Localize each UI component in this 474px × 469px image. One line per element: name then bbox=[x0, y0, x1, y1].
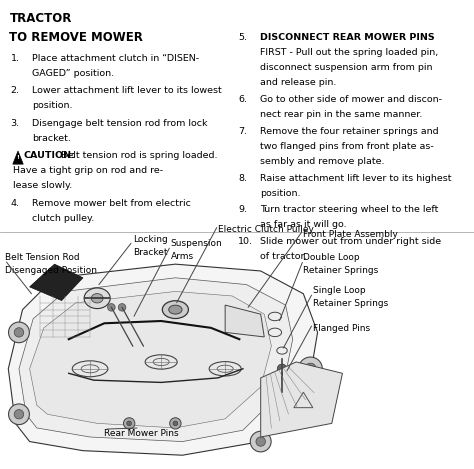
Text: FIRST - Pull out the spring loaded pin,: FIRST - Pull out the spring loaded pin, bbox=[260, 48, 438, 57]
Text: Raise attachment lift lever to its highest: Raise attachment lift lever to its highe… bbox=[260, 174, 451, 182]
Text: 8.: 8. bbox=[238, 174, 247, 182]
Text: Rear Mower Pins: Rear Mower Pins bbox=[104, 429, 179, 438]
Text: Belt Tension Rod: Belt Tension Rod bbox=[5, 253, 79, 262]
Circle shape bbox=[299, 357, 322, 380]
Text: TRACTOR: TRACTOR bbox=[9, 12, 72, 25]
Polygon shape bbox=[261, 362, 342, 437]
Text: Remove mower belt from electric: Remove mower belt from electric bbox=[32, 199, 191, 208]
Circle shape bbox=[108, 303, 115, 311]
Text: as far as it will go.: as far as it will go. bbox=[260, 220, 346, 229]
Text: Go to other side of mower and discon-: Go to other side of mower and discon- bbox=[260, 95, 442, 104]
Circle shape bbox=[279, 408, 300, 429]
Circle shape bbox=[170, 418, 181, 429]
Polygon shape bbox=[29, 264, 83, 301]
Circle shape bbox=[14, 409, 24, 419]
Ellipse shape bbox=[162, 301, 188, 318]
Text: Turn tractor steering wheel to the left: Turn tractor steering wheel to the left bbox=[260, 205, 438, 214]
Text: bracket.: bracket. bbox=[32, 134, 71, 143]
Text: Disengage belt tension rod from lock: Disengage belt tension rod from lock bbox=[32, 119, 208, 128]
Text: disconnect suspension arm from pin: disconnect suspension arm from pin bbox=[260, 63, 432, 72]
Circle shape bbox=[277, 364, 287, 373]
Text: 2.: 2. bbox=[10, 86, 19, 95]
Text: Retainer Springs: Retainer Springs bbox=[303, 266, 379, 275]
Text: position.: position. bbox=[32, 101, 73, 110]
Text: Have a tight grip on rod and re-: Have a tight grip on rod and re- bbox=[13, 166, 163, 175]
Circle shape bbox=[9, 404, 29, 424]
Text: CAUTION:: CAUTION: bbox=[24, 151, 75, 160]
Text: GAGED” position.: GAGED” position. bbox=[32, 69, 114, 78]
Text: Slide mower out from under right side: Slide mower out from under right side bbox=[260, 237, 441, 246]
Circle shape bbox=[305, 363, 316, 374]
Circle shape bbox=[118, 303, 126, 311]
Text: Suspension: Suspension bbox=[171, 239, 222, 248]
Text: of tractor.: of tractor. bbox=[260, 252, 306, 261]
Text: clutch pulley.: clutch pulley. bbox=[32, 214, 94, 223]
Text: 5.: 5. bbox=[238, 33, 247, 42]
Text: 1.: 1. bbox=[10, 54, 19, 63]
Circle shape bbox=[277, 378, 287, 387]
Ellipse shape bbox=[91, 294, 103, 303]
Polygon shape bbox=[29, 291, 271, 428]
Text: 7.: 7. bbox=[238, 127, 247, 136]
Text: 9.: 9. bbox=[238, 205, 247, 214]
Text: TO REMOVE MOWER: TO REMOVE MOWER bbox=[9, 31, 143, 45]
Text: Single Loop: Single Loop bbox=[313, 286, 365, 295]
Polygon shape bbox=[19, 278, 293, 442]
Circle shape bbox=[173, 421, 178, 426]
Circle shape bbox=[250, 431, 271, 452]
Text: sembly and remove plate.: sembly and remove plate. bbox=[260, 157, 384, 166]
Text: 4.: 4. bbox=[10, 199, 19, 208]
Circle shape bbox=[14, 328, 24, 337]
Text: Bracket: Bracket bbox=[133, 248, 167, 257]
Text: Double Loop: Double Loop bbox=[303, 253, 360, 262]
Text: Front Plate Assembly: Front Plate Assembly bbox=[303, 230, 398, 239]
Circle shape bbox=[256, 437, 265, 446]
Text: Locking: Locking bbox=[133, 234, 167, 243]
Text: Remove the four retainer springs and: Remove the four retainer springs and bbox=[260, 127, 438, 136]
Text: Belt tension rod is spring loaded.: Belt tension rod is spring loaded. bbox=[58, 151, 217, 160]
Text: Arms: Arms bbox=[171, 252, 194, 261]
Ellipse shape bbox=[84, 288, 110, 309]
Ellipse shape bbox=[169, 305, 182, 314]
Text: 3.: 3. bbox=[10, 119, 19, 128]
Text: and release pin.: and release pin. bbox=[260, 78, 336, 87]
Text: Lower attachment lift lever to its lowest: Lower attachment lift lever to its lowes… bbox=[32, 86, 222, 95]
Polygon shape bbox=[13, 151, 23, 164]
Polygon shape bbox=[8, 264, 318, 455]
Text: lease slowly.: lease slowly. bbox=[13, 181, 72, 190]
Text: Electric Clutch Pulley: Electric Clutch Pulley bbox=[218, 225, 314, 234]
Text: position.: position. bbox=[260, 189, 300, 197]
Text: nect rear pin in the same manner.: nect rear pin in the same manner. bbox=[260, 110, 422, 119]
Circle shape bbox=[123, 418, 135, 429]
Text: Place attachment clutch in “DISEN-: Place attachment clutch in “DISEN- bbox=[32, 54, 200, 63]
Text: Retainer Springs: Retainer Springs bbox=[313, 299, 388, 308]
Text: DISCONNECT REAR MOWER PINS: DISCONNECT REAR MOWER PINS bbox=[260, 33, 434, 42]
Circle shape bbox=[127, 421, 131, 426]
Circle shape bbox=[9, 322, 29, 343]
Text: !: ! bbox=[17, 155, 19, 160]
Text: two flanged pins from front plate as-: two flanged pins from front plate as- bbox=[260, 142, 434, 151]
Text: Disengaged Position: Disengaged Position bbox=[5, 266, 97, 275]
Text: 10.: 10. bbox=[238, 237, 253, 246]
Polygon shape bbox=[225, 305, 264, 337]
Text: Flanged Pins: Flanged Pins bbox=[313, 324, 370, 333]
Circle shape bbox=[284, 414, 294, 424]
Text: 6.: 6. bbox=[238, 95, 247, 104]
